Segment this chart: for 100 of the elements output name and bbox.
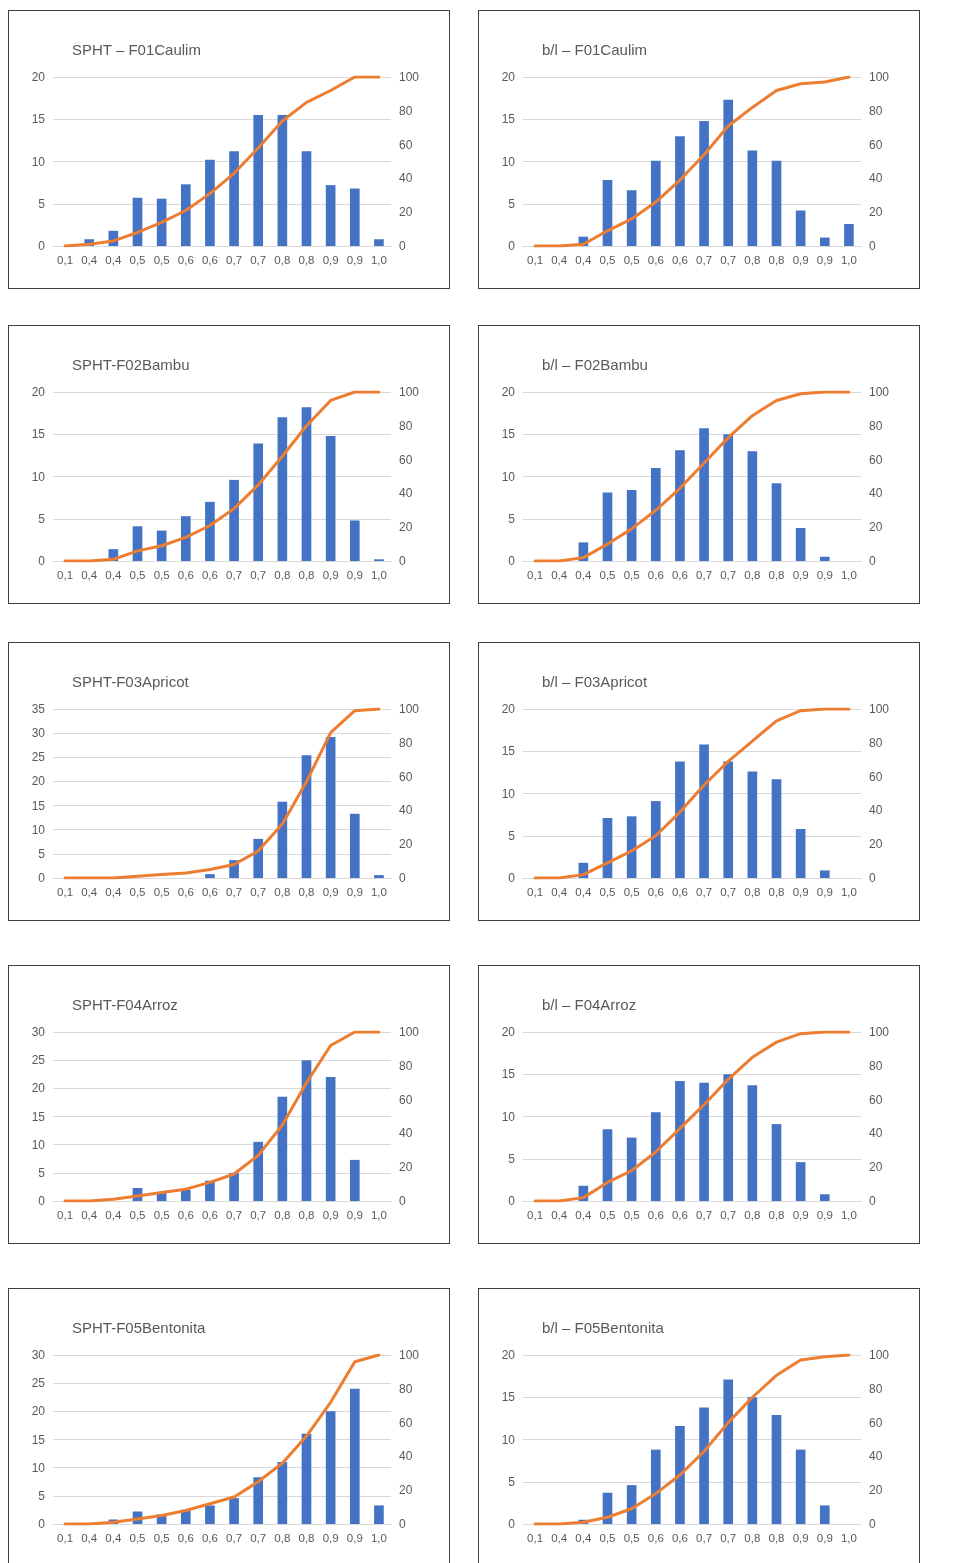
x-tick-label: 0,4 <box>575 569 592 581</box>
x-tick-label: 0,9 <box>322 886 339 898</box>
bar <box>699 1407 709 1524</box>
x-tick-label: 0,9 <box>322 1532 339 1544</box>
x-tick-label: 0,5 <box>623 254 640 266</box>
y2-tick-label: 40 <box>399 486 413 501</box>
bar <box>675 761 685 878</box>
x-tick-label: 0,5 <box>153 886 170 898</box>
x-tick-label: 0,9 <box>816 254 833 266</box>
x-tick-label: 0,7 <box>226 254 243 266</box>
x-tick-label: 0,4 <box>575 1532 592 1544</box>
bar <box>205 159 215 246</box>
bar <box>723 99 734 246</box>
y2-tick-label: 80 <box>869 1058 883 1073</box>
x-tick-label: 0,6 <box>647 886 664 898</box>
y-tick-label: 10 <box>31 469 46 484</box>
x-tick-label: 1,0 <box>370 569 387 581</box>
bar <box>205 874 215 878</box>
line-series <box>63 707 381 880</box>
x-tick-label: 1,0 <box>840 254 857 266</box>
x-tick-label: 0,7 <box>250 1209 267 1221</box>
bar <box>699 428 709 561</box>
x-tick-label: 0,5 <box>599 254 616 266</box>
y-tick-label: 15 <box>31 1432 46 1447</box>
y-tick-label: 20 <box>31 70 46 84</box>
y-tick-label: 0 <box>508 554 516 568</box>
y2-tick-label: 100 <box>399 1025 420 1039</box>
x-tick-label: 0,7 <box>720 254 737 266</box>
y-tick-label: 5 <box>508 1474 516 1489</box>
bar <box>229 1172 239 1201</box>
x-tick-label: 0,7 <box>250 254 267 266</box>
bar <box>771 779 782 878</box>
bar <box>277 417 288 561</box>
y2-tick-label: 20 <box>399 837 413 852</box>
y-tick-label: 0 <box>508 871 516 885</box>
y-tick-label: 20 <box>31 1081 46 1096</box>
y2-tick-label: 40 <box>869 171 883 186</box>
x-tick-label: 0,6 <box>647 1209 664 1221</box>
y2-tick-label: 60 <box>399 1415 413 1430</box>
x-tick-label: 0,9 <box>792 1532 809 1544</box>
bar <box>723 1074 734 1201</box>
x-tick-label: 1,0 <box>840 1209 857 1221</box>
x-tick-label: 0,4 <box>81 1209 98 1221</box>
y-tick-label: 5 <box>38 846 46 861</box>
y2-tick-label: 80 <box>869 103 883 118</box>
x-tick-label: 0,5 <box>153 1532 170 1544</box>
y2-tick-label: 60 <box>399 1092 413 1107</box>
y2-tick-label: 20 <box>399 1160 413 1175</box>
x-tick-label: 0,8 <box>274 569 291 581</box>
y2-tick-label: 20 <box>869 1160 883 1175</box>
bar <box>723 1379 734 1524</box>
bar <box>675 1081 685 1201</box>
x-tick-label: 0,8 <box>274 254 291 266</box>
line-series <box>533 390 851 563</box>
x-tick-label: 1,0 <box>370 254 387 266</box>
x-tick-label: 0,4 <box>575 1209 592 1221</box>
x-tick-label: 0,6 <box>201 1532 218 1544</box>
x-tick-label: 0,9 <box>792 1209 809 1221</box>
y2-tick-label: 20 <box>399 1483 413 1498</box>
x-tick-label: 0,6 <box>671 569 688 581</box>
y2-tick-label: 60 <box>869 452 883 467</box>
bar <box>771 160 782 246</box>
y-tick-label: 25 <box>31 1053 46 1068</box>
y-tick-label: 15 <box>501 1390 516 1405</box>
y2-tick-label: 20 <box>869 837 883 852</box>
x-tick-label: 0,6 <box>201 569 218 581</box>
x-tick-label: 1,0 <box>370 1532 387 1544</box>
y2-tick-label: 80 <box>399 1058 413 1073</box>
y-tick-label: 5 <box>38 1165 46 1180</box>
chart-title: SPHT-F04Arroz <box>72 996 178 1013</box>
bar <box>349 520 360 561</box>
x-tick-label: 0,7 <box>696 569 713 581</box>
y2-tick-label: 0 <box>869 554 876 568</box>
y-tick-label: 15 <box>501 1067 516 1082</box>
y-tick-label: 0 <box>38 1517 46 1531</box>
x-tick-label: 0,5 <box>599 1532 616 1544</box>
bar <box>650 801 661 878</box>
x-tick-label: 0,1 <box>57 569 74 581</box>
x-tick-label: 1,0 <box>840 886 857 898</box>
chart-title: SPHT-F05Bentonita <box>72 1319 207 1336</box>
x-tick-label: 0,4 <box>105 569 122 581</box>
x-tick-label: 0,5 <box>129 569 146 581</box>
x-tick-label: 1,0 <box>370 886 387 898</box>
x-tick-label: 0,4 <box>81 569 98 581</box>
x-tick-label: 0,6 <box>647 254 664 266</box>
bar <box>747 451 758 561</box>
x-tick-label: 0,8 <box>298 886 315 898</box>
y2-tick-label: 0 <box>869 1517 876 1531</box>
bar <box>253 1141 264 1201</box>
x-tick-label: 0,6 <box>671 254 688 266</box>
x-tick-label: 0,1 <box>527 569 544 581</box>
y2-tick-label: 80 <box>399 735 413 750</box>
x-tick-label: 0,5 <box>153 1209 170 1221</box>
x-tick-label: 0,1 <box>527 254 544 266</box>
x-tick-label: 0,8 <box>768 886 785 898</box>
y2-tick-label: 40 <box>399 171 413 186</box>
x-tick-label: 0,7 <box>226 1532 243 1544</box>
bar <box>699 120 709 246</box>
y2-tick-label: 40 <box>399 1126 413 1141</box>
bar <box>349 1159 360 1201</box>
